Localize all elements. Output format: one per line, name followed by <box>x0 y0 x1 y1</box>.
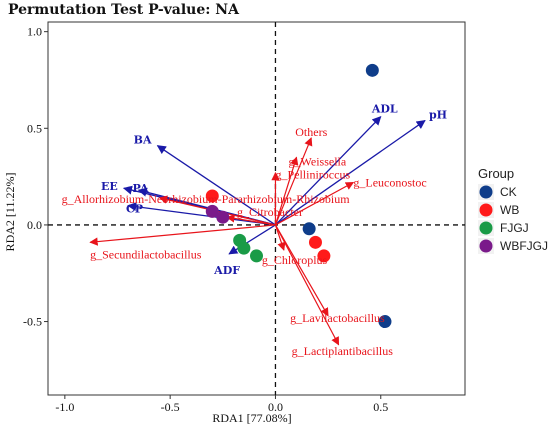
point-wbfjgj <box>216 210 230 224</box>
legend-label-wb: WB <box>500 203 519 217</box>
taxa-arrow-g-lactiplantibacillus <box>274 224 340 346</box>
y-axis-label: RDA2 [11.22%] <box>3 173 17 252</box>
legend-label-fjgj: FJGJ <box>500 221 529 235</box>
chart-title: Permutation Test P-value: NA <box>8 2 240 18</box>
point-fjgj <box>237 241 251 255</box>
taxa-label-g-secundilactobacillus: g_Secundilactobacillus <box>90 247 202 261</box>
point-fjgj <box>250 249 263 263</box>
point-ck <box>365 63 379 77</box>
env-arrow-cp <box>127 202 276 226</box>
taxa-label-g-chloroplus: g_Chloroplus <box>262 253 328 267</box>
zero-lines <box>48 22 465 395</box>
taxa-label-g-leuconostoc: g_Leuconostoc <box>353 175 426 189</box>
x-axis-label: RDA1 [77.08%] <box>212 411 291 425</box>
taxa-label-g-weissella: g_Weissella <box>289 154 347 168</box>
taxa-arrow-g-citrobacter <box>226 214 276 226</box>
legend-title: Group <box>478 166 514 181</box>
points-layer <box>205 63 392 329</box>
env-arrow-adl <box>274 116 382 226</box>
env-label-cp: CP <box>126 203 143 216</box>
point-wb <box>308 235 322 249</box>
taxa-arrow-g-lavilactobacillus <box>274 224 329 317</box>
taxa-arrow-g-weissella <box>274 156 299 226</box>
taxa-arrow-others <box>274 137 313 226</box>
env-arrow-adf <box>228 224 276 255</box>
env-label-ba: BA <box>134 134 152 147</box>
legend-key-fjgj <box>479 221 493 235</box>
point-ck <box>302 222 316 236</box>
y-tick-label: 0.5 <box>27 121 42 135</box>
x-tick-label: 0.5 <box>373 400 388 414</box>
env-label-adf: ADF <box>213 264 240 277</box>
taxa-label-g-allorhizobium-neorhizobium-pararhizobium-rhizobium: g_Allorhizobium-Neorhizobium-Pararhizobi… <box>62 192 351 206</box>
x-tick-label: -0.5 <box>161 400 180 414</box>
taxa-label-g-lactiplantibacillus: g_Lactiplantibacillus <box>292 344 394 358</box>
taxa-label-others: Others <box>295 125 327 139</box>
taxa-arrow-g-secundilactobacillus <box>89 224 276 246</box>
axis-ticks: -1.0 -0.5 0.0 0.5 1.0 0.5 0.0 -0.5 <box>23 25 388 414</box>
plot-frame <box>47 21 466 396</box>
legend-key-wbfjgj <box>479 239 493 253</box>
taxa-label-g-citrobacter: g_Citrobacter <box>237 205 303 219</box>
y-tick-label: -0.5 <box>23 315 42 329</box>
arrows-layer <box>89 116 426 346</box>
env-label-ph: pH <box>429 109 447 122</box>
taxa-arrow-g-leuconostoc <box>275 181 355 226</box>
env-label-ee: EE <box>101 180 118 193</box>
env-arrow-ba <box>156 145 276 226</box>
y-tick-label: 0.0 <box>27 218 42 232</box>
env-arrow-ph <box>275 120 426 226</box>
x-tick-label: -1.0 <box>55 400 74 414</box>
point-wb <box>317 249 331 263</box>
x-tick-label: 0.0 <box>268 400 283 414</box>
legend-key-ck <box>479 185 493 199</box>
env-label-pa: PA <box>133 182 149 195</box>
legend-label-wbfjgj: WBFJGJ <box>500 239 548 253</box>
legend-label-ck: CK <box>500 185 517 199</box>
taxa-label-g-pelliniroccus: g_Pelliniroccus <box>275 168 350 182</box>
taxa-label-g-lavilactobacillus: g_Lavilactobacillus <box>290 311 385 325</box>
point-wbfjgj <box>205 204 219 218</box>
point-wb <box>205 189 219 203</box>
y-tick-label: 1.0 <box>27 25 42 39</box>
point-ck <box>378 315 392 329</box>
legend-key-wb <box>479 203 493 217</box>
taxa-arrow-g-chloroplus <box>274 224 286 251</box>
env-label-adl: ADL <box>371 103 398 116</box>
arrow-labels-layer: pH ADL BA EE PA CP ADF Others g_Weissellag_Pelli… <box>62 103 447 358</box>
